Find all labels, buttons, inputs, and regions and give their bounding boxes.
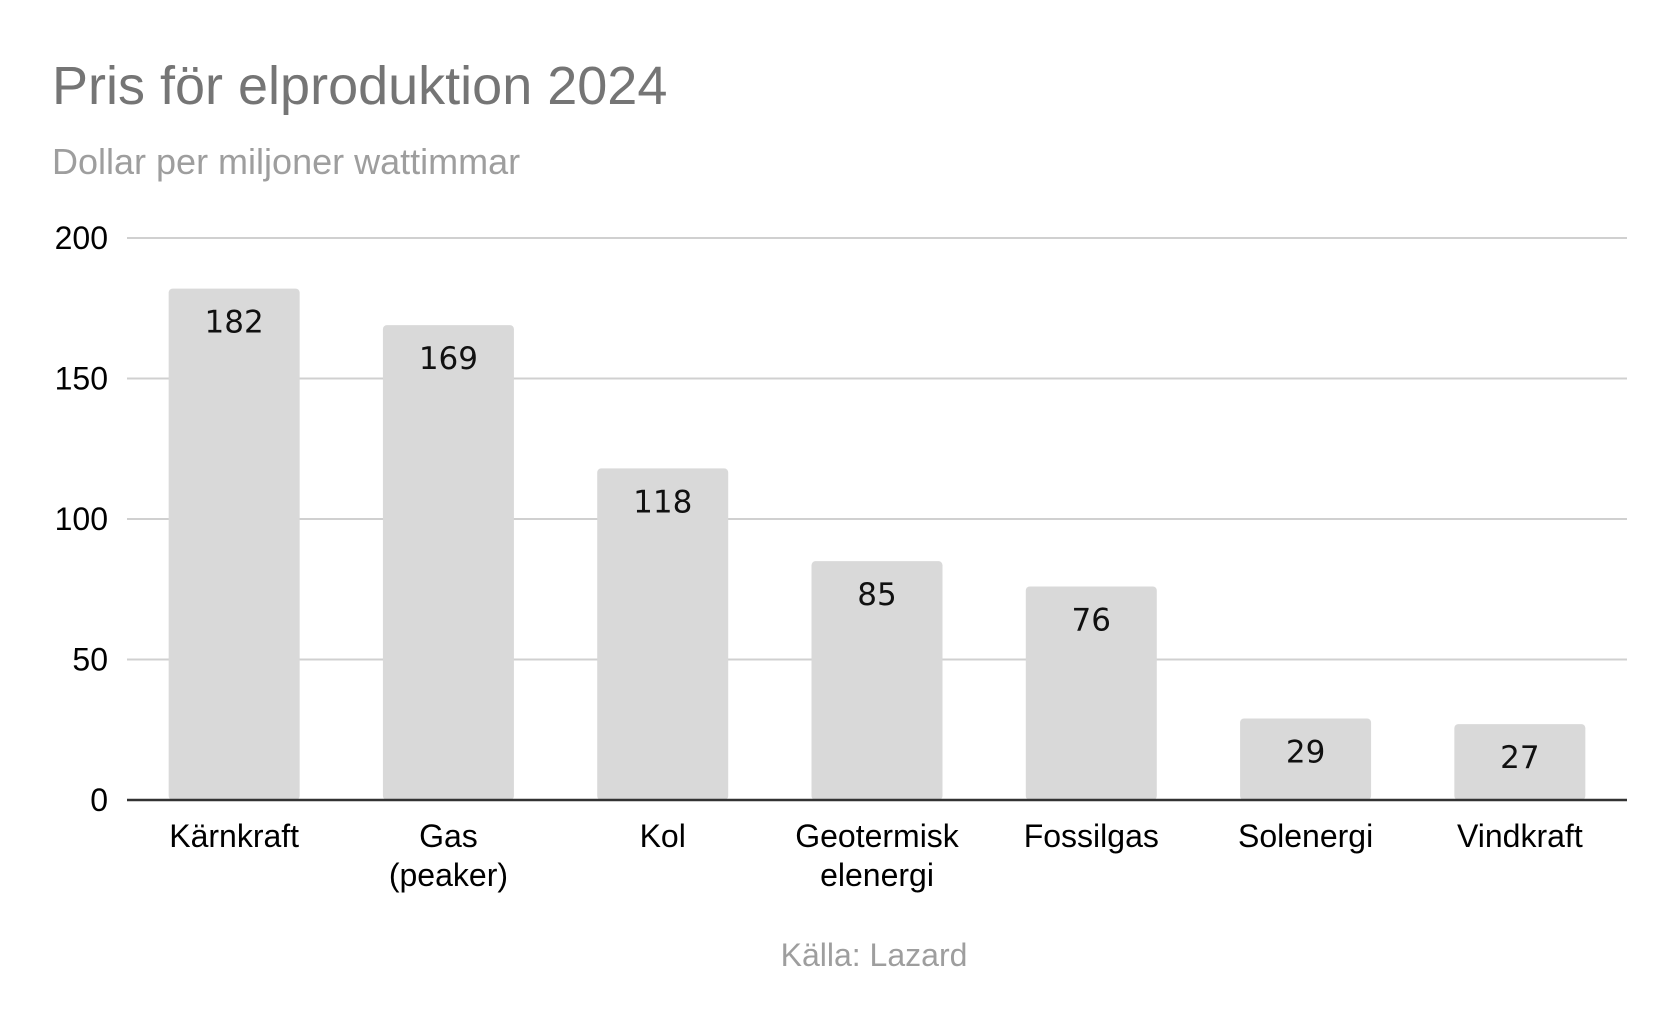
data-label: 169 — [419, 341, 478, 377]
x-category-label: (peaker) — [389, 857, 508, 893]
bar — [1454, 724, 1586, 800]
y-tick-label: 50 — [72, 642, 108, 678]
bar — [597, 468, 729, 800]
x-category-label: Gas — [419, 818, 478, 854]
chart-title: Pris för elproduktion 2024 — [52, 56, 667, 116]
y-tick-label: 150 — [55, 361, 108, 397]
y-tick-label: 100 — [55, 501, 108, 537]
chart-subtitle: Dollar per miljoner wattimmar — [52, 141, 520, 182]
bar — [811, 561, 943, 800]
bar — [1025, 586, 1157, 800]
y-axis-ticks: 0 50 100 150 200 — [55, 220, 108, 818]
bar — [1240, 718, 1372, 800]
y-tick-label: 0 — [90, 782, 108, 818]
bars — [168, 288, 1586, 800]
x-axis-categories: Kärnkraft Gas(peaker) Kol Geotermiskelenerg… — [169, 818, 1583, 893]
x-category-label: Kol — [640, 818, 686, 854]
data-label: 76 — [1072, 602, 1111, 638]
x-category-label: Vindkraft — [1457, 818, 1583, 854]
data-label: 29 — [1286, 735, 1325, 771]
data-label: 118 — [633, 484, 692, 520]
x-category-label: elenergi — [820, 857, 934, 893]
x-category-label: Geotermisk — [795, 818, 960, 854]
data-label: 182 — [205, 305, 264, 341]
data-labels: 182 169 118 85 76 29 27 — [205, 305, 1540, 777]
bar — [382, 325, 514, 800]
x-category-label: Fossilgas — [1024, 818, 1159, 854]
y-tick-label: 200 — [55, 220, 108, 256]
x-category-label: Solenergi — [1238, 818, 1373, 854]
data-label: 27 — [1500, 740, 1539, 776]
bar — [168, 288, 300, 800]
x-category-label: Kärnkraft — [169, 818, 299, 854]
source-note: Källa: Lazard — [781, 937, 968, 973]
data-label: 85 — [857, 577, 896, 613]
